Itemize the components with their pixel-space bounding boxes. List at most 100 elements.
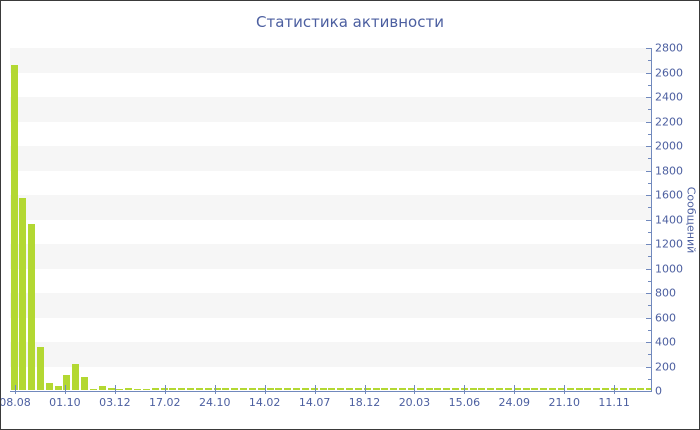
y-axis-tick	[646, 170, 651, 172]
bar	[125, 388, 133, 390]
y-axis-line	[651, 48, 652, 392]
bar	[275, 387, 283, 390]
y-axis-title: Сообщений	[684, 186, 698, 253]
grid-band	[10, 73, 651, 98]
grid-band	[10, 48, 651, 73]
bar	[134, 388, 142, 390]
bar	[36, 347, 44, 390]
bar	[504, 388, 512, 390]
bar	[593, 387, 601, 390]
y-axis-tick-label: 600	[655, 311, 676, 324]
y-axis-tick	[646, 268, 651, 270]
bar	[310, 388, 318, 390]
bar	[142, 388, 150, 390]
grid-band	[10, 318, 651, 343]
bar	[531, 388, 539, 390]
x-axis-tick-label: 03.12	[99, 396, 131, 409]
bar	[602, 388, 610, 390]
bar	[284, 388, 292, 390]
bar	[575, 388, 583, 390]
bar	[98, 385, 106, 390]
x-axis-tick	[64, 385, 66, 394]
bar	[346, 388, 354, 390]
bar	[390, 387, 398, 390]
x-axis-tick-label: 18.12	[348, 396, 381, 409]
bar	[28, 224, 36, 390]
bar	[187, 388, 195, 390]
y-axis-tick-label: 1200	[655, 237, 683, 251]
x-axis-tick-label: 20.03	[398, 396, 431, 409]
y-axis-tick-label: 2600	[655, 66, 683, 79]
bar	[496, 387, 504, 390]
y-axis-tick-label: 1600	[655, 188, 683, 202]
bar	[19, 198, 27, 390]
y-axis-tick-label: 1400	[655, 213, 683, 226]
grid-band	[10, 269, 651, 294]
y-axis-tick	[648, 231, 651, 233]
y-axis-tick	[648, 133, 651, 135]
y-axis-tick-label: 2800	[655, 41, 683, 55]
bar	[628, 388, 636, 390]
bar	[231, 387, 239, 390]
y-axis-tick	[646, 146, 651, 147]
bar	[460, 388, 468, 390]
x-axis-tick	[314, 385, 316, 394]
x-axis-tick	[514, 385, 516, 394]
y-axis-tick	[646, 121, 651, 123]
bar	[372, 388, 380, 390]
y-axis-tick-label: 2200	[655, 115, 683, 128]
bar	[557, 388, 565, 390]
grid-band	[10, 195, 651, 220]
x-axis-tick	[15, 385, 16, 394]
x-axis-tick-label: 14.02	[248, 396, 281, 409]
bar	[319, 387, 327, 390]
bar	[381, 388, 389, 390]
x-axis-tick	[464, 385, 466, 394]
bar	[469, 388, 477, 390]
y-axis-tick	[646, 244, 651, 245]
y-axis-tick	[648, 109, 651, 111]
bar	[478, 388, 486, 390]
bar	[248, 388, 256, 390]
y-axis-tick	[646, 391, 651, 392]
bar	[301, 388, 309, 390]
y-axis-tick	[648, 305, 651, 307]
x-axis-tick-label: 14.07	[298, 396, 331, 409]
bar	[213, 388, 221, 390]
grid-band	[10, 220, 651, 245]
x-axis-tick-label: 15.06	[448, 396, 481, 409]
y-axis-tick	[646, 48, 651, 49]
bar	[222, 388, 230, 390]
chart-title: Статистика активности	[256, 13, 444, 31]
y-axis-tick	[646, 317, 651, 319]
bar	[425, 388, 433, 390]
y-axis-tick	[648, 280, 651, 282]
y-axis-tick	[646, 293, 651, 294]
y-axis-tick	[648, 354, 651, 356]
grid-band	[10, 244, 651, 269]
bar	[407, 387, 415, 390]
x-axis-line	[10, 391, 652, 392]
bar	[151, 388, 159, 390]
bar	[399, 388, 407, 390]
bar	[646, 388, 651, 390]
y-axis-tick	[648, 329, 651, 331]
x-axis-tick-label: 21.10	[548, 396, 580, 409]
bar	[513, 388, 521, 390]
bar	[293, 387, 301, 390]
bar	[257, 388, 265, 390]
bar	[540, 387, 548, 390]
x-axis-tick	[214, 385, 216, 394]
bar	[45, 383, 53, 390]
y-axis-tick	[648, 60, 651, 62]
bar	[443, 388, 451, 390]
x-axis-tick-label: 08.08	[0, 396, 31, 409]
bar	[566, 387, 574, 390]
x-axis-tick	[564, 385, 566, 394]
x-axis-tick	[414, 385, 416, 394]
bar	[178, 387, 186, 390]
bar	[434, 387, 442, 390]
bar	[54, 385, 62, 390]
y-axis-tick	[648, 84, 651, 86]
